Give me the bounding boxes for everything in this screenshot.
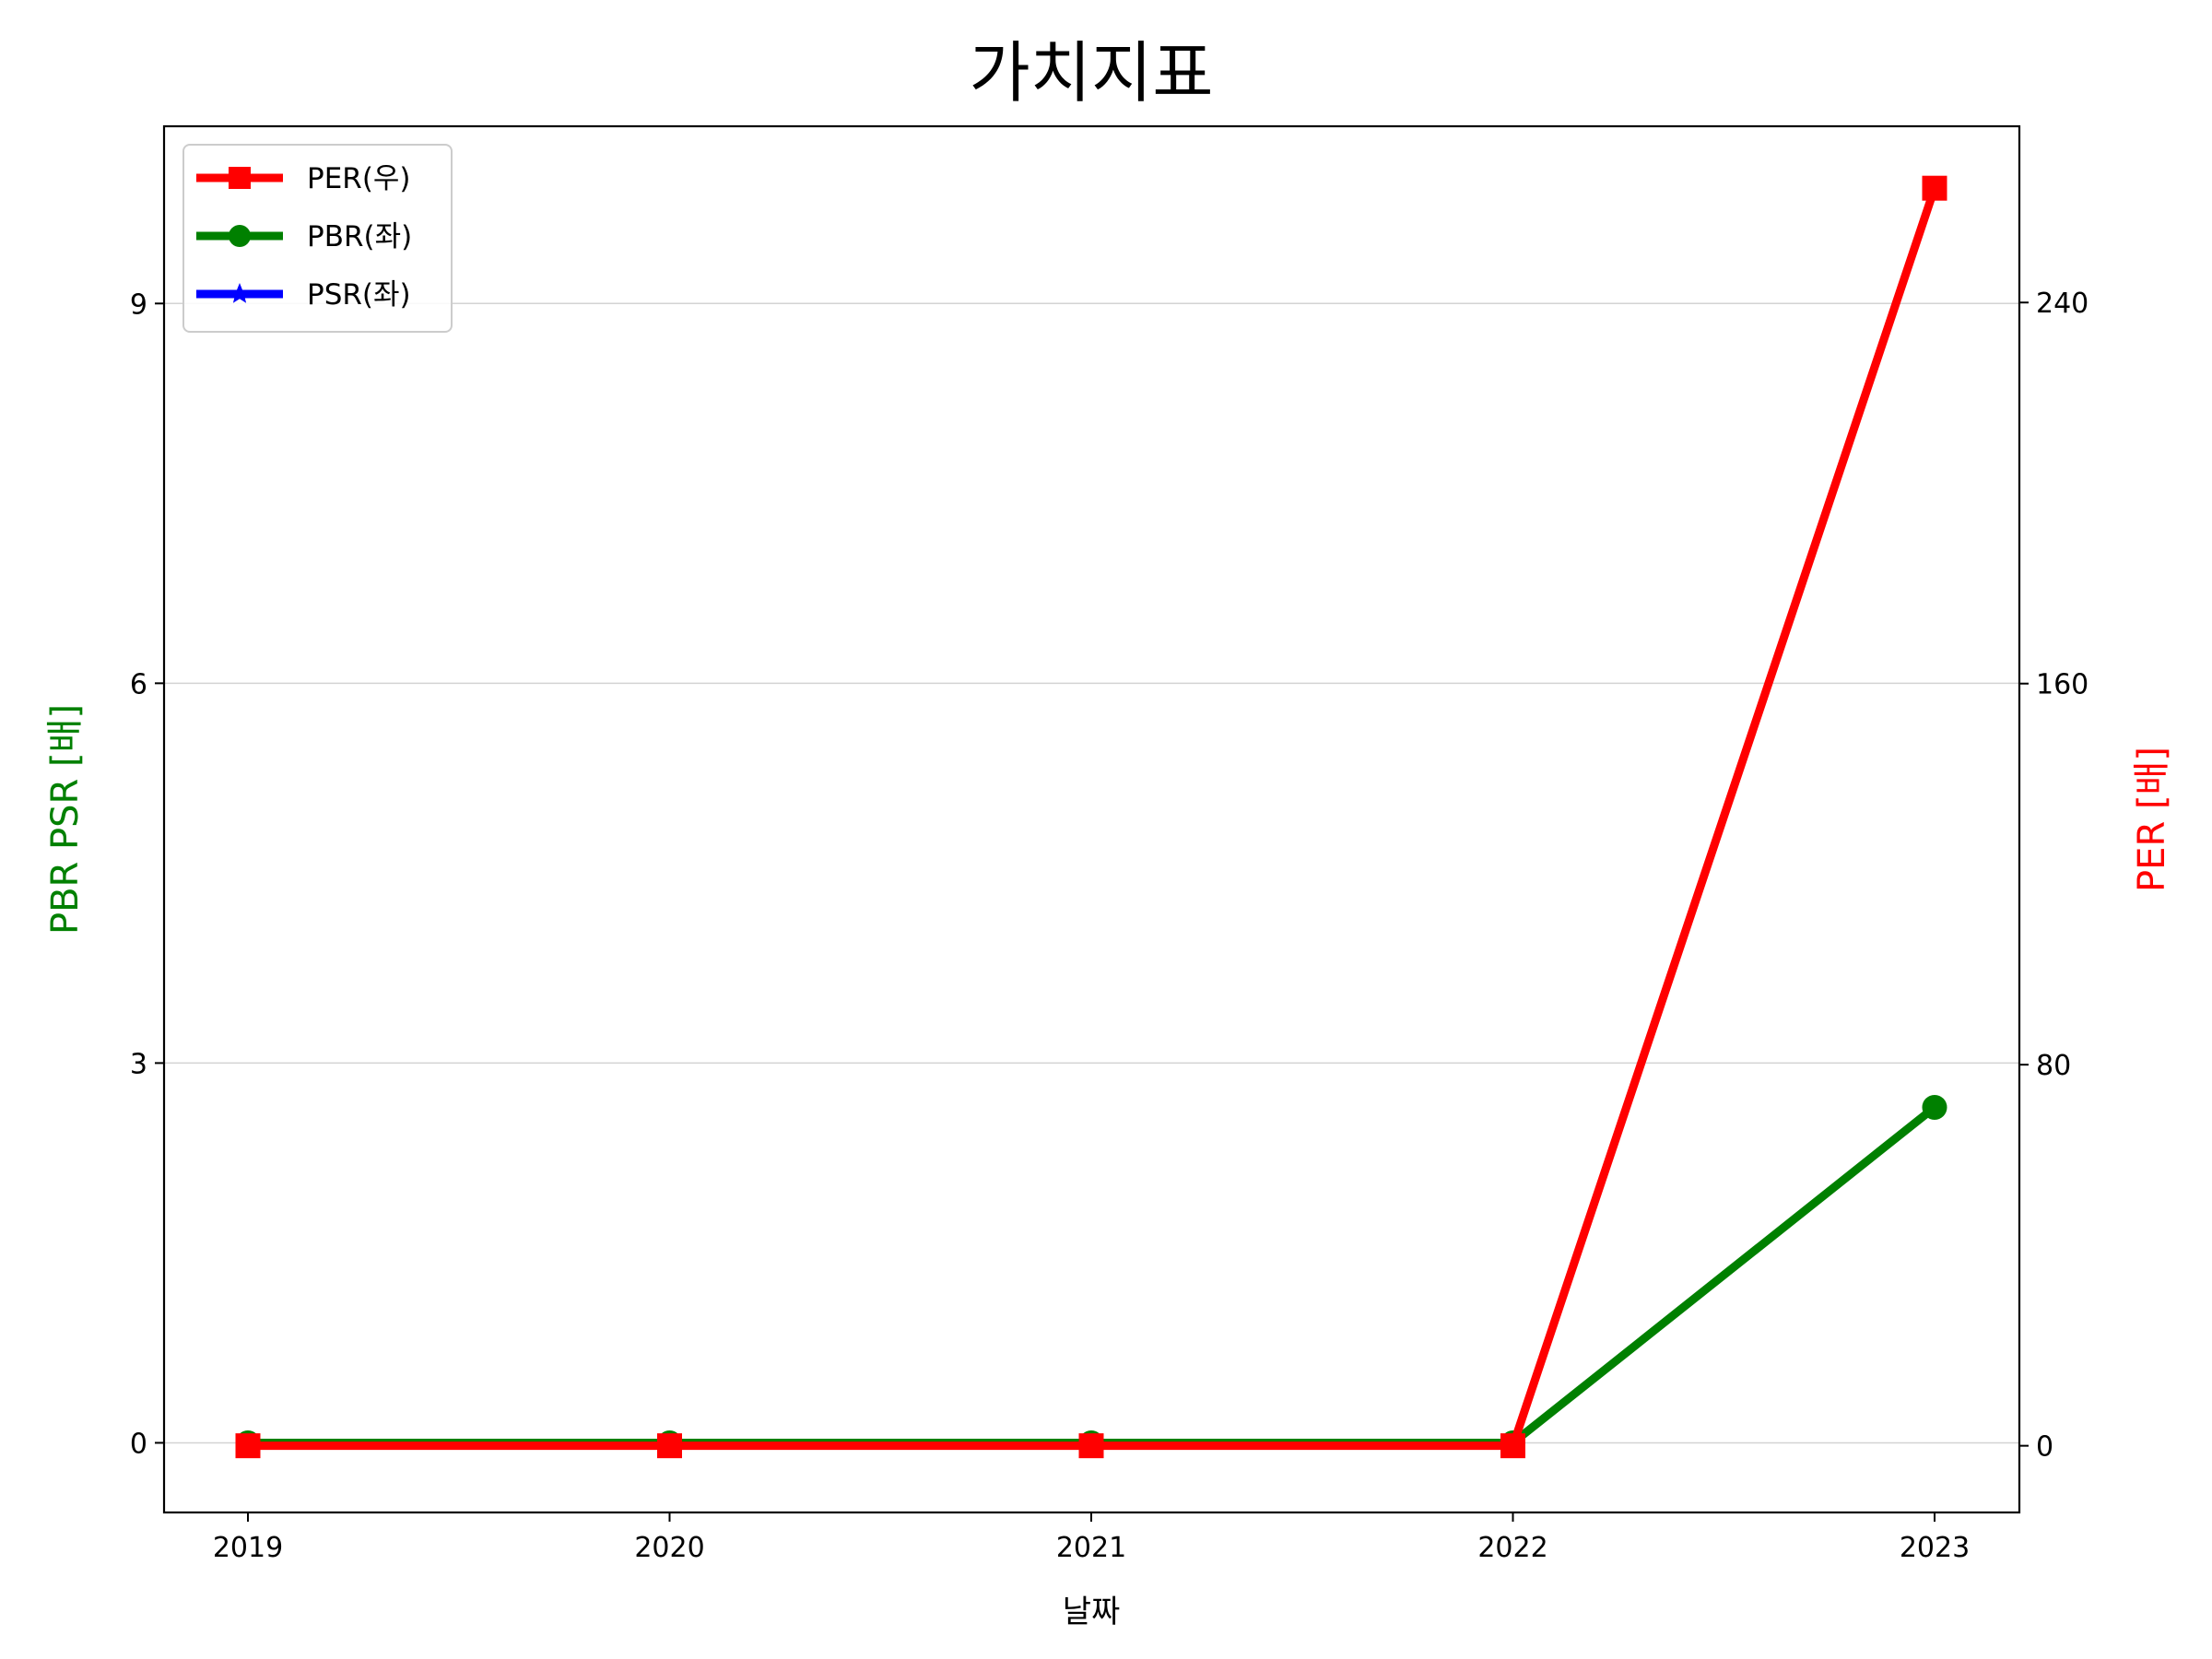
data-point [1078, 1433, 1104, 1459]
legend-item: PER(우) [196, 162, 411, 195]
x-axis: 2019 2020 2021 2022 2023 [213, 1512, 1970, 1564]
chart-title: 가치지표 [970, 34, 1214, 112]
x-tick-label: 2019 [213, 1532, 283, 1564]
right-tick-label: 0 [2036, 1431, 2053, 1464]
right-tick-label: 160 [2036, 669, 2088, 701]
legend-item: PBR(좌) [196, 220, 412, 253]
legend-label: PBR(좌) [307, 220, 412, 253]
series-layer [235, 175, 1947, 1459]
legend-marker [229, 225, 251, 247]
left-tick-label: 6 [130, 668, 147, 700]
series-line [248, 1103, 1937, 1447]
x-tick-label: 2023 [1900, 1532, 1970, 1564]
left-axis-label: PBR PSR [배] [44, 704, 87, 935]
legend-label: PER(우) [307, 162, 411, 195]
series-PER(우) [235, 175, 1947, 1459]
left-tick-label: 9 [130, 288, 147, 321]
legend-item: PSR(좌) [196, 278, 411, 312]
right-tick-label: 240 [2036, 288, 2088, 320]
left-tick-label: 3 [130, 1048, 147, 1080]
right-axis: 0 80 160 240 [2019, 288, 2088, 1464]
grid-lines [164, 302, 2019, 1444]
legend-marker [229, 167, 251, 189]
x-tick-label: 2022 [1477, 1532, 1547, 1564]
right-tick-label: 80 [2036, 1050, 2071, 1082]
right-axis-label: PER [배] [2131, 747, 2173, 892]
data-point [1500, 1433, 1525, 1459]
data-point [1922, 175, 1947, 201]
legend-label: PSR(좌) [307, 278, 411, 312]
data-point [1922, 1094, 1947, 1120]
data-point [657, 1433, 682, 1459]
data-point [235, 1433, 261, 1459]
x-tick-label: 2021 [1056, 1532, 1126, 1564]
x-axis-label: 날짜 [1063, 1594, 1121, 1630]
series-line [248, 186, 1939, 1451]
legend-marker [229, 283, 251, 303]
legend: PER(우) PBR(좌) PSR(좌) [182, 144, 453, 333]
plot-frame [162, 124, 2021, 1514]
x-tick-label: 2020 [634, 1532, 704, 1564]
left-tick-label: 0 [130, 1428, 147, 1460]
series-PBR(좌) [235, 1094, 1947, 1455]
legend-box [182, 144, 453, 333]
left-axis: 0 3 6 9 [130, 288, 164, 1460]
